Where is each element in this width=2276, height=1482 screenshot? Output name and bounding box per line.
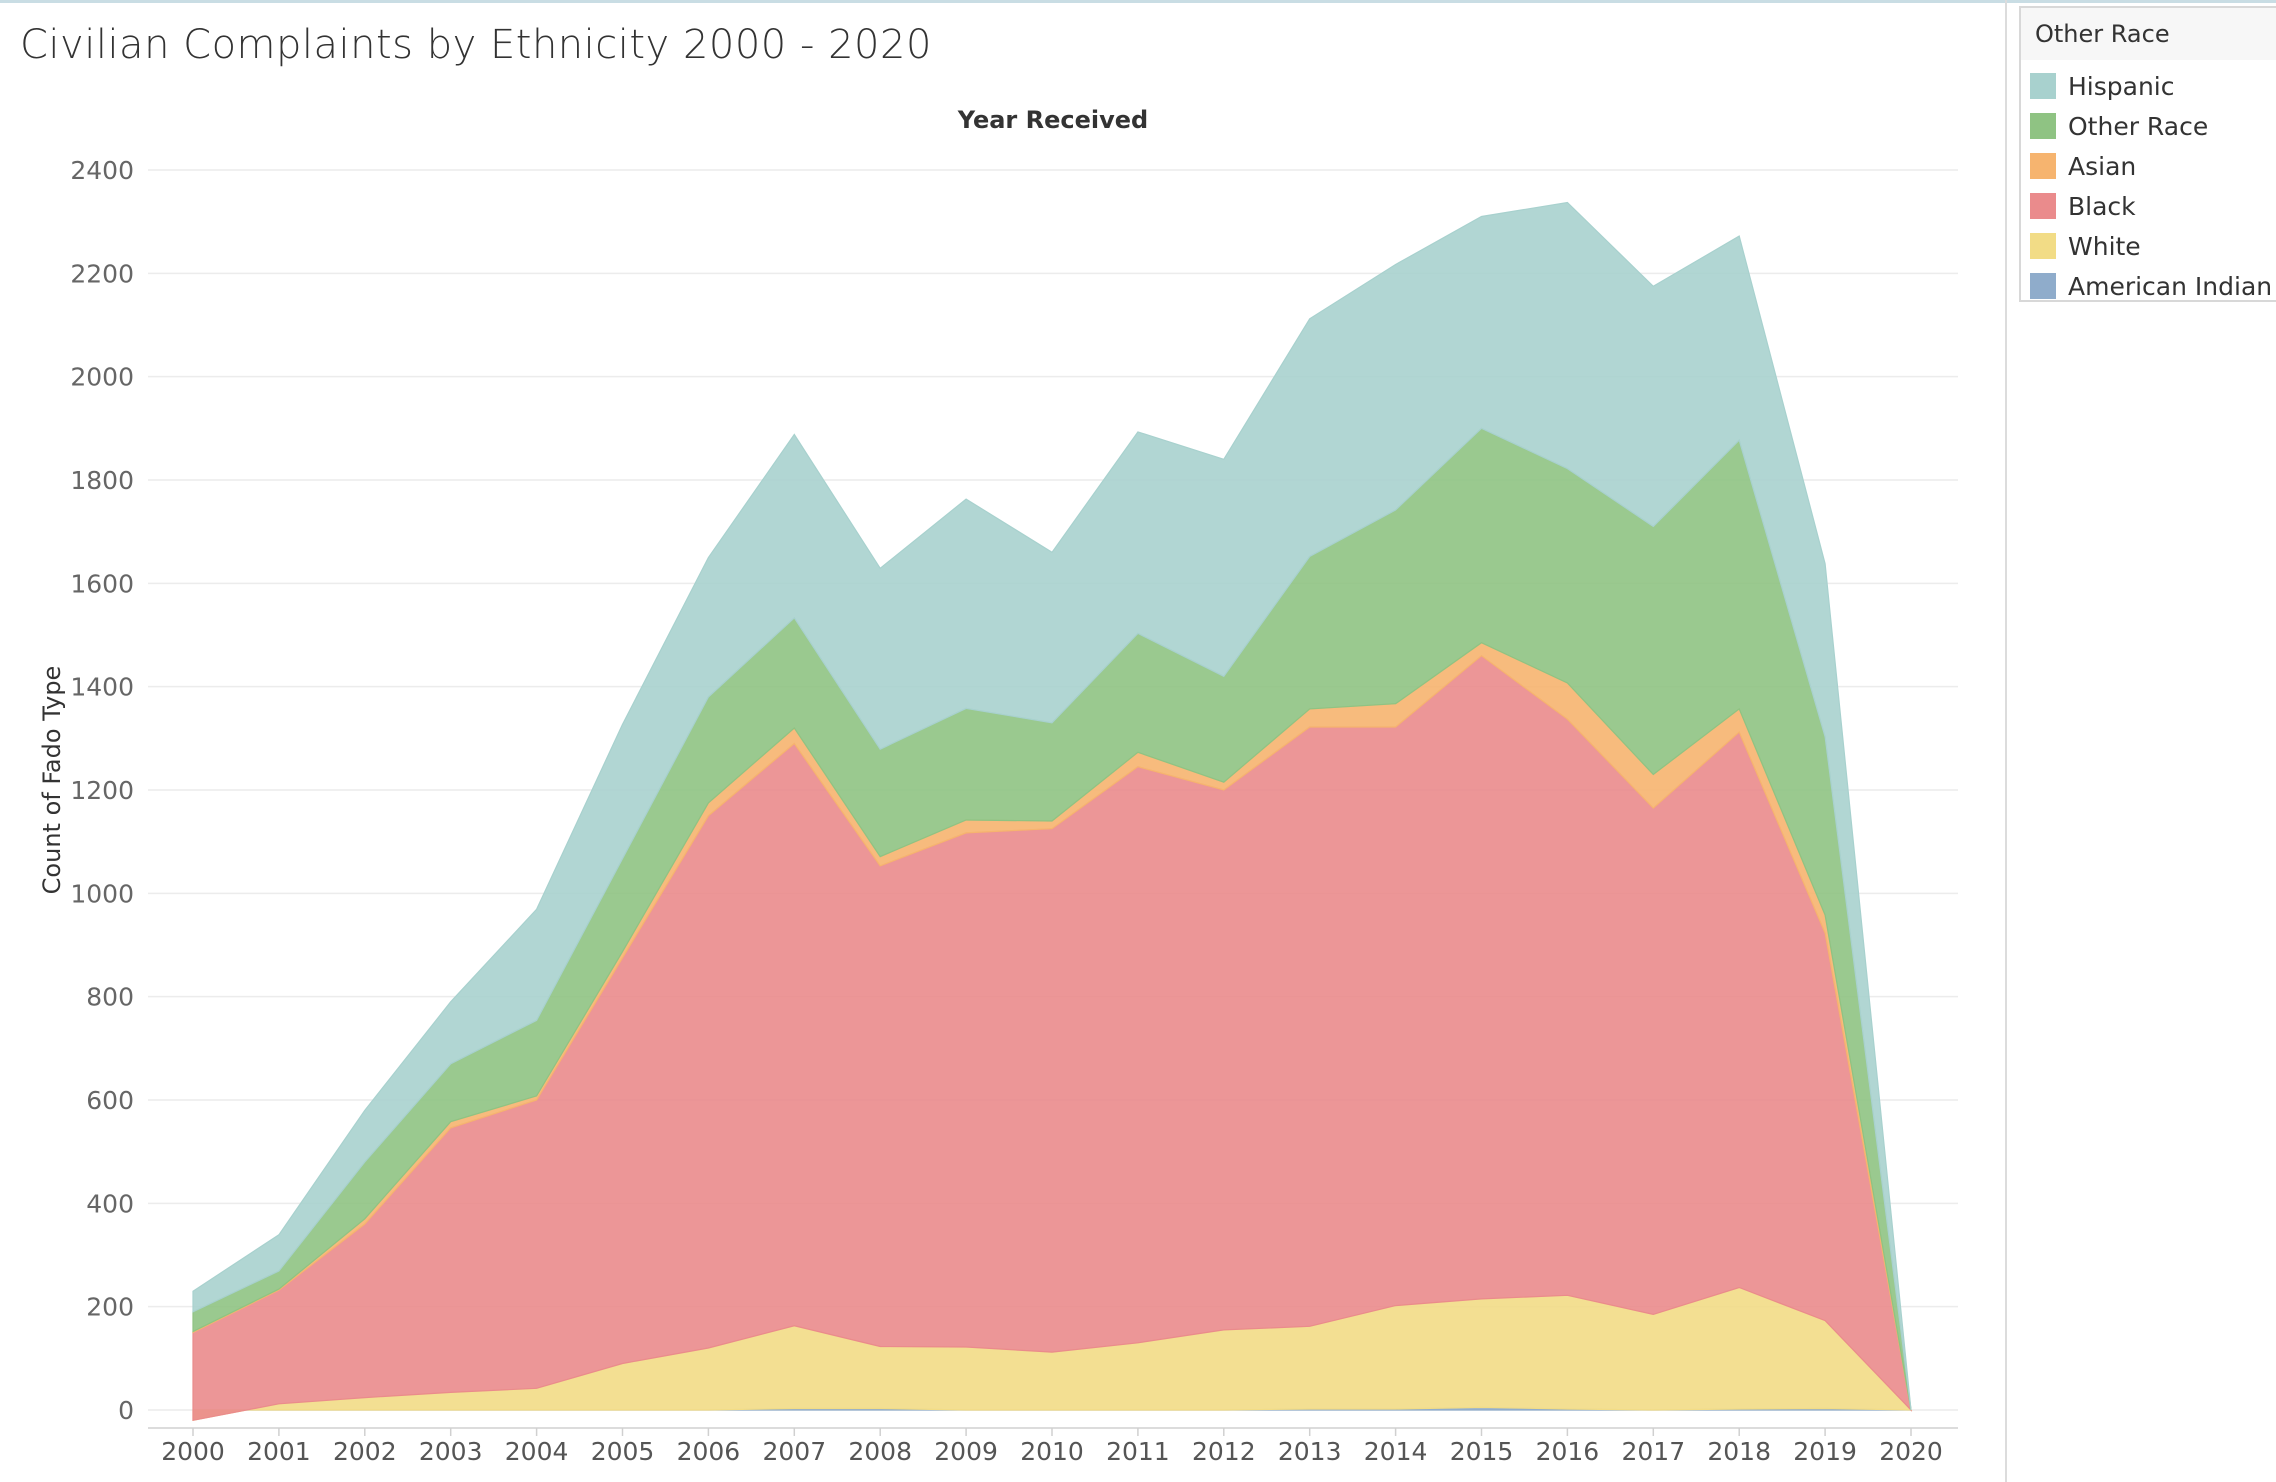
- legend-label-hispanic: Hispanic: [2068, 71, 2175, 101]
- legend-label-asian: Asian: [2068, 151, 2137, 181]
- y-tick-label-1000: 1000: [70, 879, 134, 908]
- x-axis-title: Year Received: [957, 106, 1148, 134]
- y-tick-label-400: 400: [86, 1189, 134, 1218]
- x-tick-label-2020: 2020: [1879, 1437, 1943, 1466]
- x-tick-label-2005: 2005: [591, 1437, 655, 1466]
- x-tick-label-2018: 2018: [1707, 1437, 1771, 1466]
- y-axis-title: Count of Fado Type: [38, 666, 66, 895]
- legend-swatch-asian: [2030, 153, 2056, 179]
- legend-swatch-black: [2030, 193, 2056, 219]
- y-tick-label-200: 200: [86, 1293, 134, 1322]
- legend-label-american-indian: American Indian: [2068, 271, 2273, 301]
- legend-item-black[interactable]: Black: [2021, 186, 2276, 226]
- chart-title: Civilian Complaints by Ethnicity 2000 - …: [20, 22, 932, 68]
- point-hispanic-2001: [276, 1232, 282, 1238]
- legend-label-other-race: Other Race: [2068, 111, 2209, 141]
- legend-list: Hispanic Other Race Asian Black White Am…: [2021, 60, 2276, 306]
- legend-swatch-other-race: [2030, 113, 2056, 139]
- color-legend[interactable]: Other Race Hispanic Other Race Asian Bla…: [2019, 6, 2276, 302]
- legend-item-white[interactable]: White: [2021, 226, 2276, 266]
- y-tick-label-800: 800: [86, 983, 134, 1012]
- y-tick-label-1200: 1200: [70, 776, 134, 805]
- x-tick-label-2012: 2012: [1192, 1437, 1256, 1466]
- point-hispanic-2012: [1221, 456, 1227, 462]
- legend-item-american-indian[interactable]: American Indian: [2021, 266, 2276, 306]
- panel-divider: [2005, 0, 2007, 1482]
- x-tick-label-2007: 2007: [762, 1437, 826, 1466]
- x-tick-label-2003: 2003: [419, 1437, 483, 1466]
- legend-label-white: White: [2068, 231, 2141, 261]
- point-hispanic-2007: [791, 432, 797, 438]
- legend-swatch-hispanic: [2030, 73, 2056, 99]
- point-hispanic-2016: [1564, 200, 1570, 206]
- y-tick-label-2000: 2000: [70, 363, 134, 392]
- point-hispanic-2009: [963, 496, 969, 502]
- point-hispanic-2010: [1049, 549, 1055, 555]
- area-hispanic: [192, 201, 1912, 1411]
- point-hispanic-2018: [1736, 233, 1742, 239]
- point-hispanic-2015: [1479, 214, 1485, 220]
- x-tick-label-2011: 2011: [1106, 1437, 1170, 1466]
- point-hispanic-2002: [362, 1107, 368, 1113]
- x-tick-label-2001: 2001: [247, 1437, 311, 1466]
- top-rule: [0, 0, 2276, 3]
- x-tick-label-2008: 2008: [848, 1437, 912, 1466]
- area-chart: 0 200 400 600 800 1000 1200 1400 1600 1800 2000 220…: [38, 106, 1958, 1466]
- x-tick-label-2014: 2014: [1364, 1437, 1428, 1466]
- point-hispanic-2000: [190, 1288, 196, 1294]
- y-tick-label-1400: 1400: [70, 673, 134, 702]
- x-tick-label-2004: 2004: [505, 1437, 569, 1466]
- point-hispanic-2017: [1650, 283, 1656, 289]
- y-tick-label-600: 600: [86, 1086, 134, 1115]
- y-tick-label-2400: 2400: [70, 156, 134, 185]
- x-tick-label-2017: 2017: [1621, 1437, 1685, 1466]
- point-hispanic-2011: [1135, 429, 1141, 435]
- point-hispanic-2003: [448, 999, 454, 1005]
- point-hispanic-2014: [1393, 262, 1399, 268]
- y-tick-label-2200: 2200: [70, 259, 134, 288]
- point-hispanic-2005: [620, 721, 626, 727]
- x-tick-label-2016: 2016: [1536, 1437, 1600, 1466]
- legend-label-black: Black: [2068, 191, 2136, 221]
- y-tick-label-1800: 1800: [70, 466, 134, 495]
- x-tick-label-2015: 2015: [1450, 1437, 1514, 1466]
- point-hispanic-2008: [877, 565, 883, 571]
- x-tick-label-2013: 2013: [1278, 1437, 1342, 1466]
- legend-item-hispanic[interactable]: Hispanic: [2021, 66, 2276, 106]
- point-hispanic-2004: [534, 906, 540, 912]
- x-tick-label-2010: 2010: [1020, 1437, 1084, 1466]
- legend-title: Other Race: [2021, 8, 2276, 60]
- x-tick-label-2006: 2006: [677, 1437, 741, 1466]
- point-hispanic-2019: [1822, 561, 1828, 567]
- y-tick-label-0: 0: [118, 1396, 134, 1425]
- x-tick-label-2009: 2009: [934, 1437, 998, 1466]
- point-hispanic-2020: [1908, 1407, 1914, 1413]
- x-tick-label-2019: 2019: [1793, 1437, 1857, 1466]
- legend-swatch-american-indian: [2030, 273, 2056, 299]
- x-tick-label-2002: 2002: [333, 1437, 397, 1466]
- legend-item-other-race[interactable]: Other Race: [2021, 106, 2276, 146]
- legend-item-asian[interactable]: Asian: [2021, 146, 2276, 186]
- y-tick-label-1600: 1600: [70, 569, 134, 598]
- point-hispanic-2013: [1307, 316, 1313, 322]
- legend-swatch-white: [2030, 233, 2056, 259]
- point-hispanic-2006: [705, 555, 711, 561]
- x-tick-label-2000: 2000: [161, 1437, 225, 1466]
